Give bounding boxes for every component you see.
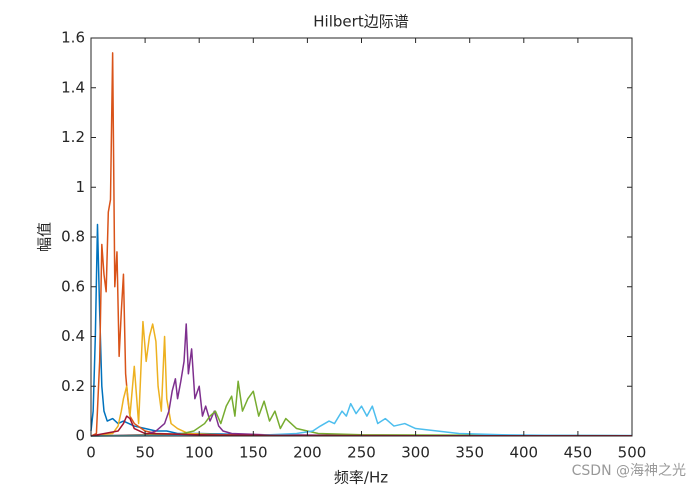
x-tick-label: 200 xyxy=(293,444,322,462)
data-line xyxy=(90,320,633,437)
x-tick-label: 300 xyxy=(401,444,430,462)
data-line xyxy=(90,323,633,437)
y-tick-label: 1.2 xyxy=(61,128,85,146)
chart-title: Hilbert边际谱 xyxy=(313,13,408,31)
y-tick-label: 0.2 xyxy=(61,377,85,395)
x-tick-label: 100 xyxy=(185,444,214,462)
y-tick-label: 0.8 xyxy=(61,228,85,246)
y-tick-label: 1.6 xyxy=(61,29,85,47)
data-line xyxy=(90,380,633,437)
x-tick-label: 50 xyxy=(136,444,155,462)
x-tick-label: 500 xyxy=(618,444,647,462)
x-tick-label: 350 xyxy=(455,444,484,462)
x-tick-label: 450 xyxy=(564,444,593,462)
y-tick-label: 0 xyxy=(75,427,85,445)
watermark: CSDN @海神之光 xyxy=(572,463,686,479)
y-tick-label: 0.4 xyxy=(61,327,85,345)
data-line xyxy=(90,402,633,437)
x-tick-label: 150 xyxy=(239,444,268,462)
y-tick-label: 1.4 xyxy=(61,78,85,96)
y-tick-label: 1 xyxy=(75,178,85,196)
y-axis-label: 幅值 xyxy=(36,222,54,252)
data-line xyxy=(90,52,633,437)
y-tick-label: 0.6 xyxy=(61,277,85,295)
x-tick-label: 0 xyxy=(86,444,96,462)
x-axis-label: 频率/Hz xyxy=(334,469,388,487)
x-tick-label: 400 xyxy=(509,444,538,462)
x-tick-label: 250 xyxy=(347,444,376,462)
